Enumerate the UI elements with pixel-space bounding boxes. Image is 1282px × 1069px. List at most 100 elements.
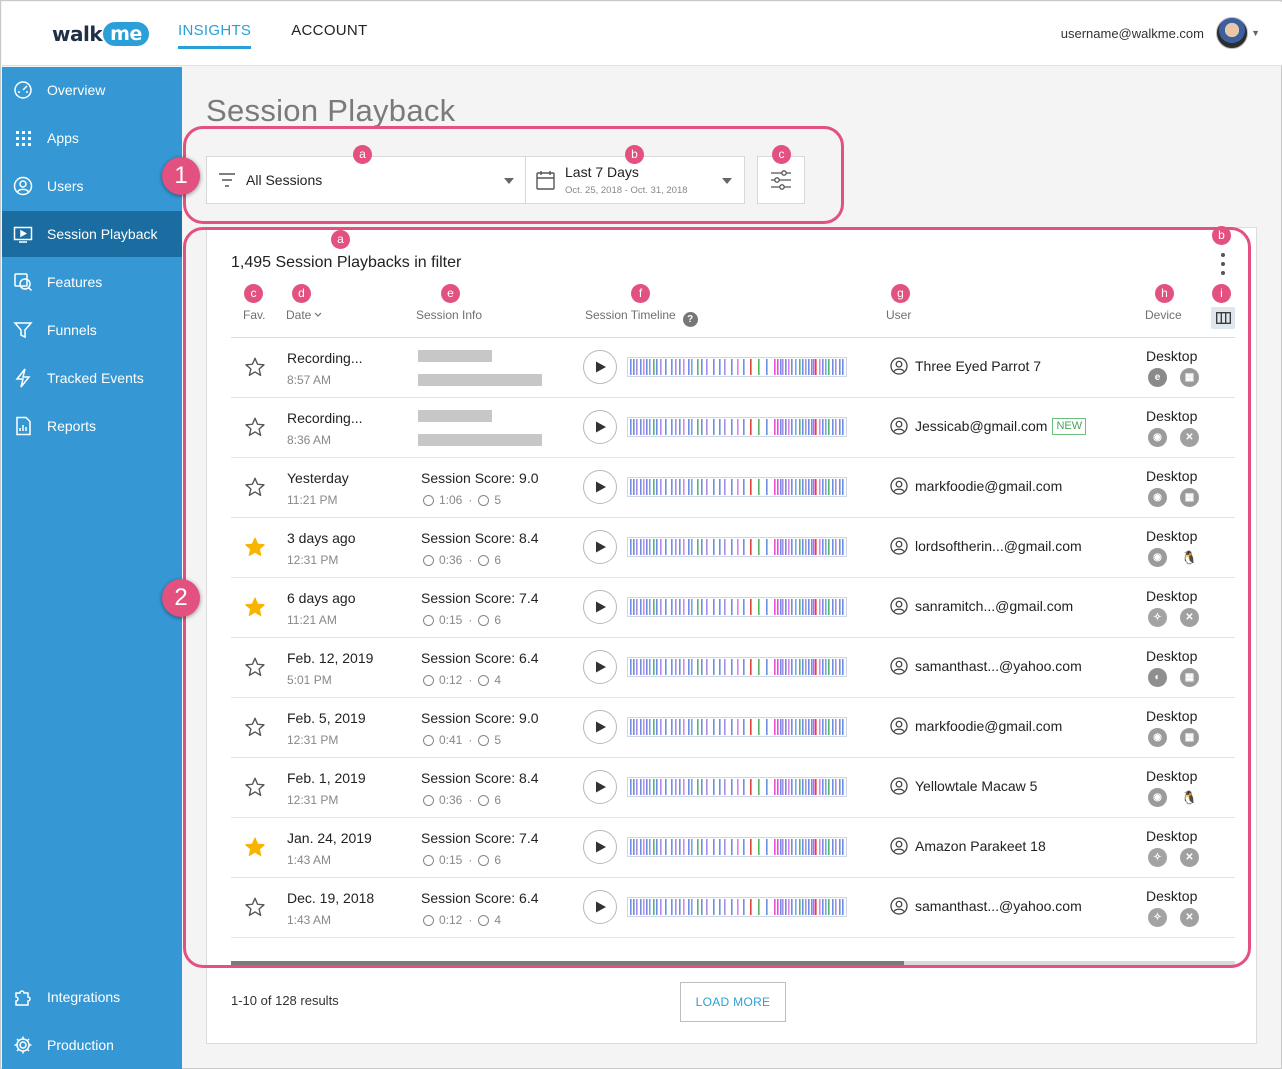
session-timeline[interactable] bbox=[627, 657, 847, 677]
table-row[interactable]: Yesterday 11:21 PM Session Score: 9.0 1:06 ·… bbox=[231, 458, 1235, 518]
favorite-star-icon[interactable] bbox=[244, 356, 266, 378]
user-cell[interactable]: sanramitch...@gmail.com bbox=[890, 597, 1073, 615]
sidebar-item-overview[interactable]: Overview bbox=[2, 67, 182, 113]
play-button[interactable] bbox=[583, 590, 617, 624]
user-cell[interactable]: samanthast...@yahoo.com bbox=[890, 897, 1082, 915]
user-avatar-icon bbox=[890, 477, 908, 495]
sidebar-item-funnels[interactable]: Funnels bbox=[2, 307, 182, 353]
play-icon bbox=[596, 421, 606, 433]
user-cell[interactable]: lordsoftherin...@gmail.com bbox=[890, 537, 1082, 555]
stopwatch-icon bbox=[423, 614, 434, 626]
user-email[interactable]: username@walkme.com bbox=[1060, 26, 1204, 41]
horizontal-scrollbar[interactable] bbox=[231, 961, 1235, 968]
favorite-star-icon[interactable] bbox=[244, 896, 266, 918]
user-cell[interactable]: markfoodie@gmail.com bbox=[890, 477, 1062, 495]
favorite-star-icon[interactable] bbox=[244, 716, 266, 738]
windows-os-icon: ▦ bbox=[1180, 728, 1199, 747]
session-timeline[interactable] bbox=[627, 897, 847, 917]
session-timeline[interactable] bbox=[627, 537, 847, 557]
favorite-star-icon[interactable] bbox=[244, 536, 266, 558]
session-pages: 4 bbox=[494, 913, 502, 927]
device-icons: ✧ ✕ bbox=[1148, 908, 1212, 927]
play-button[interactable] bbox=[583, 830, 617, 864]
sidebar-item-integrations[interactable]: Integrations bbox=[2, 974, 182, 1020]
user-cell[interactable]: markfoodie@gmail.com bbox=[890, 717, 1062, 735]
favorite-star-icon[interactable] bbox=[244, 596, 266, 618]
sidebar-item-production[interactable]: Production bbox=[2, 1022, 182, 1068]
table-row[interactable]: 3 days ago 12:31 PM Session Score: 8.4 0:36… bbox=[231, 518, 1235, 578]
user-cell[interactable]: Yellowtale Macaw 5 bbox=[890, 777, 1037, 795]
separator-dot: · bbox=[468, 493, 473, 507]
avatar[interactable] bbox=[1216, 17, 1248, 49]
walkme-logo[interactable]: walk me bbox=[52, 22, 149, 46]
sessions-filter-dropdown[interactable]: All Sessions bbox=[206, 156, 526, 204]
user-cell[interactable]: Jessicab@gmail.com NEW bbox=[890, 417, 1087, 435]
table-row[interactable]: 6 days ago 11:21 AM Session Score: 7.4 0:15… bbox=[231, 578, 1235, 638]
sidebar-item-apps[interactable]: Apps bbox=[2, 115, 182, 161]
user-cell[interactable]: Amazon Parakeet 18 bbox=[890, 837, 1046, 855]
columns-icon bbox=[1215, 312, 1231, 324]
funnel-icon bbox=[12, 319, 34, 341]
session-date: 6 days ago bbox=[287, 590, 356, 606]
session-timeline[interactable] bbox=[627, 717, 847, 737]
logo-me-bubble: me bbox=[103, 22, 149, 46]
table-row[interactable]: Feb. 5, 2019 12:31 PM Session Score: 9.0 0:… bbox=[231, 698, 1235, 758]
user-cell[interactable]: Three Eyed Parrot 7 bbox=[890, 357, 1041, 375]
play-button[interactable] bbox=[583, 710, 617, 744]
more-options-icon[interactable] bbox=[1219, 253, 1227, 275]
session-pages: 5 bbox=[494, 733, 502, 747]
session-timeline[interactable] bbox=[627, 357, 847, 377]
table-row[interactable]: Recording... 8:57 AM Three Eyed Parrot 7 De… bbox=[231, 338, 1235, 398]
session-time: 12:31 PM bbox=[287, 553, 339, 567]
play-button[interactable] bbox=[583, 770, 617, 804]
session-timeline[interactable] bbox=[627, 597, 847, 617]
device-type: Desktop bbox=[1146, 588, 1198, 604]
session-timeline[interactable] bbox=[627, 837, 847, 857]
play-button[interactable] bbox=[583, 650, 617, 684]
table-row[interactable]: Feb. 1, 2019 12:31 PM Session Score: 8.4 0:… bbox=[231, 758, 1235, 818]
globe-icon bbox=[478, 794, 490, 806]
tab-insights[interactable]: INSIGHTS bbox=[178, 2, 252, 49]
sidebar-item-tracked-events[interactable]: Tracked Events bbox=[2, 355, 182, 401]
sidebar-item-reports[interactable]: Reports bbox=[2, 403, 182, 449]
windows-os-icon: ▦ bbox=[1180, 488, 1199, 507]
separator-dot: · bbox=[468, 553, 473, 567]
session-time: 12:31 PM bbox=[287, 793, 339, 807]
play-button[interactable] bbox=[583, 530, 617, 564]
play-button[interactable] bbox=[583, 890, 617, 924]
annotation-highlight-filters bbox=[183, 126, 844, 224]
favorite-star-icon[interactable] bbox=[244, 416, 266, 438]
session-score: Session Score: 8.4 bbox=[421, 530, 539, 546]
table-row[interactable]: Dec. 19, 2018 1:43 AM Session Score: 6.4 0:… bbox=[231, 878, 1235, 938]
table-row[interactable]: Feb. 12, 2019 5:01 PM Session Score: 6.4 0:… bbox=[231, 638, 1235, 698]
scrollbar-thumb[interactable] bbox=[231, 961, 904, 968]
session-timeline[interactable] bbox=[627, 777, 847, 797]
annotation-badge-a: a bbox=[331, 230, 350, 249]
sidebar-item-session-playback[interactable]: Session Playback bbox=[2, 211, 182, 257]
favorite-star-icon[interactable] bbox=[244, 836, 266, 858]
session-timeline[interactable] bbox=[627, 417, 847, 437]
sidebar-item-label: Session Playback bbox=[47, 226, 158, 242]
play-button[interactable] bbox=[583, 410, 617, 444]
favorite-star-icon[interactable] bbox=[244, 476, 266, 498]
caret-down-icon[interactable]: ▼ bbox=[1251, 28, 1260, 38]
sidebar-item-features[interactable]: Features bbox=[2, 259, 182, 305]
load-more-button[interactable]: LOAD MORE bbox=[680, 982, 786, 1022]
play-button[interactable] bbox=[583, 350, 617, 384]
table-row[interactable]: Recording... 8:36 AM Jessicab@gmail.com NEW… bbox=[231, 398, 1235, 458]
play-button[interactable] bbox=[583, 470, 617, 504]
column-picker-button[interactable] bbox=[1211, 307, 1235, 329]
user-cell[interactable]: samanthast...@yahoo.com bbox=[890, 657, 1082, 675]
advanced-filter-button[interactable] bbox=[757, 156, 805, 204]
session-timeline[interactable] bbox=[627, 477, 847, 497]
sidebar-item-users[interactable]: Users bbox=[2, 163, 182, 209]
tab-account[interactable]: ACCOUNT bbox=[291, 22, 368, 39]
favorite-star-icon[interactable] bbox=[244, 776, 266, 798]
col-header-date[interactable]: Date bbox=[286, 308, 322, 322]
play-icon bbox=[596, 541, 606, 553]
help-icon[interactable]: ? bbox=[682, 312, 698, 327]
table-row[interactable]: Jan. 24, 2019 1:43 AM Session Score: 7.4 0:… bbox=[231, 818, 1235, 878]
device-type: Desktop bbox=[1146, 528, 1198, 544]
annotation-badge-g: g bbox=[891, 284, 910, 303]
favorite-star-icon[interactable] bbox=[244, 656, 266, 678]
